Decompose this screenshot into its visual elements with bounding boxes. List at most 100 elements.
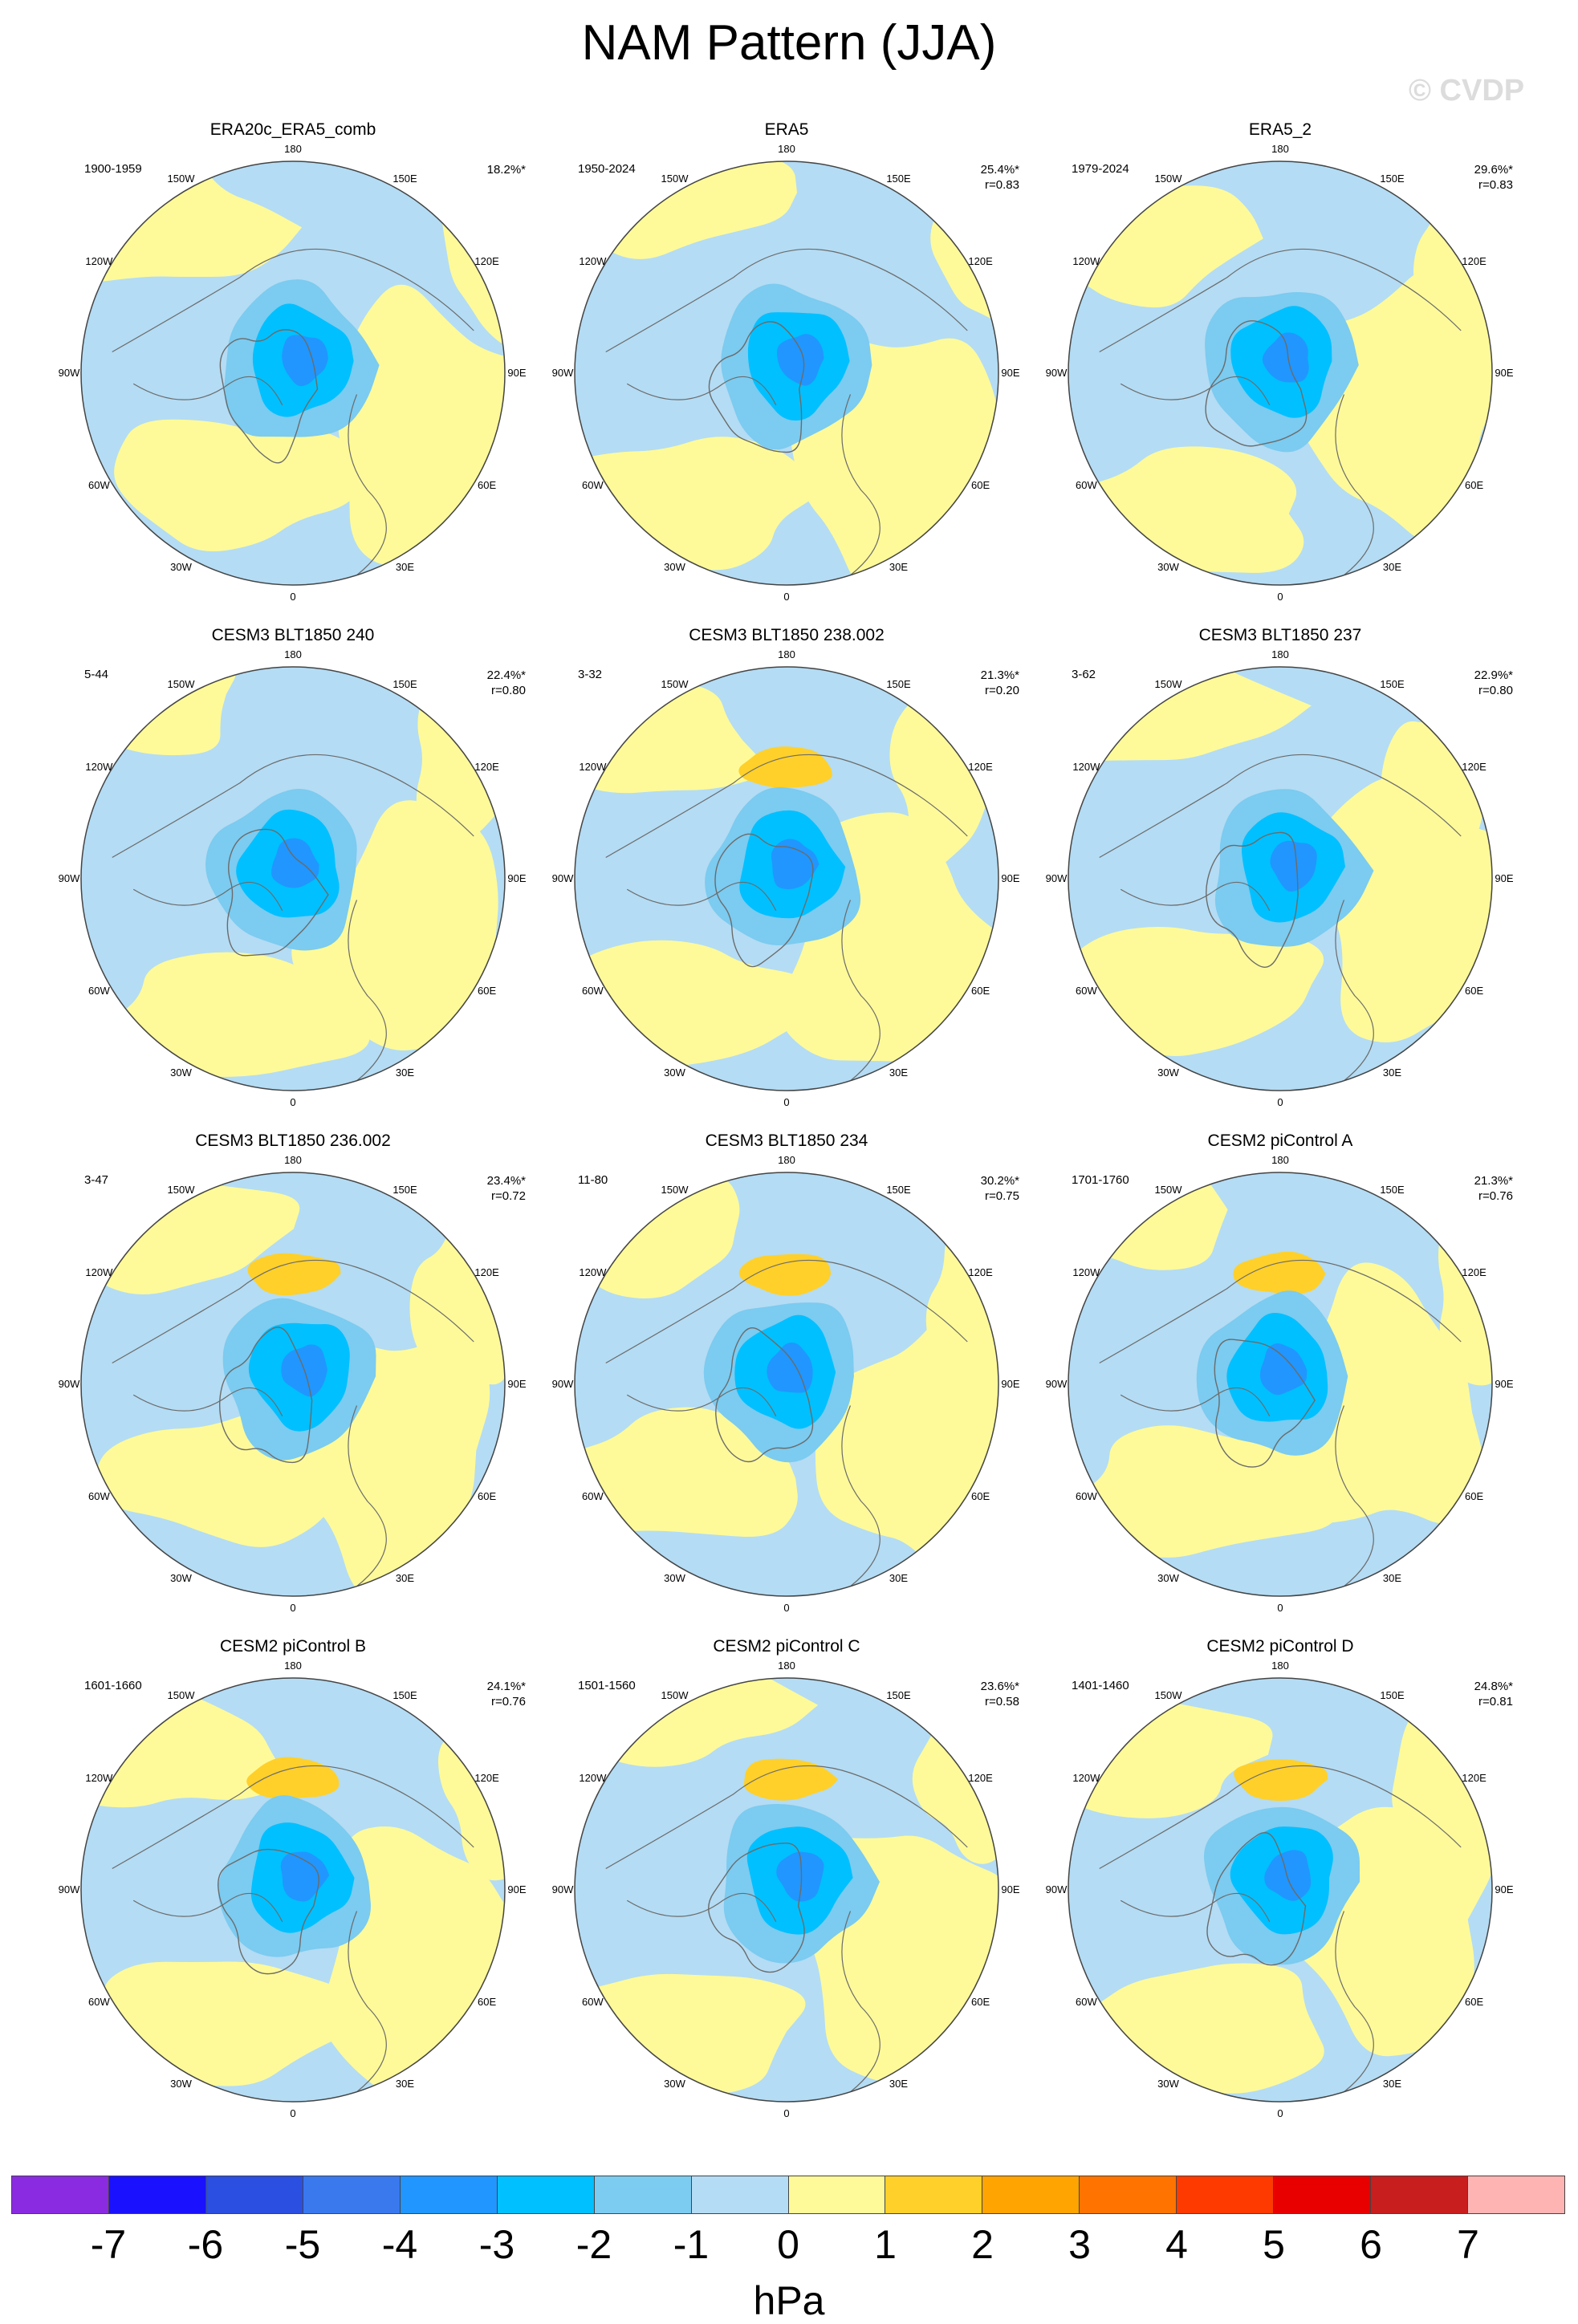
panel-title: CESM3 BLT1850 236.002	[195, 1132, 391, 1150]
longitude-label: 150E	[1380, 678, 1405, 691]
polar-map	[574, 160, 999, 586]
coastline	[605, 1259, 968, 1364]
longitude-label: 90W	[58, 1883, 80, 1895]
panel-explained-variance: 25.4%* r=0.83	[981, 162, 1019, 193]
longitude-label: 30W	[664, 2077, 685, 2090]
negative-anomaly-core	[776, 1851, 824, 1902]
panel-corr: r=0.80	[1478, 684, 1513, 697]
longitude-label: 90E	[507, 1883, 527, 1895]
longitude-label: 150W	[1154, 1689, 1182, 1702]
positive-anomaly-core	[1233, 1251, 1326, 1295]
colorbar-swatch	[400, 2176, 498, 2213]
longitude-label: 180	[1271, 1154, 1289, 1166]
map-border	[80, 666, 506, 1091]
panel-corr: r=0.76	[491, 1695, 526, 1708]
panel-explained-variance: 24.8%* r=0.81	[1474, 1679, 1513, 1709]
longitude-label: 30E	[1382, 560, 1402, 573]
greenland-coastline	[218, 1327, 313, 1464]
positive-anomaly-region	[337, 284, 505, 567]
longitude-label: 30W	[1157, 560, 1179, 573]
longitude-label: 30W	[1157, 2077, 1179, 2090]
greenland-coastline	[714, 833, 814, 968]
colorbar-tick-label: 6	[1360, 2222, 1382, 2267]
longitude-label: 0	[783, 1096, 790, 1108]
longitude-label: 30E	[395, 1571, 415, 1584]
longitude-label: 180	[778, 1660, 795, 1672]
positive-anomaly-region	[1068, 446, 1304, 573]
longitude-label: 120E	[1462, 1771, 1486, 1784]
longitude-label: 90W	[1045, 367, 1068, 379]
map-panel: CESM2 piControl C 1501-1560 23.6%* r=0.58 18…	[542, 1637, 1031, 2135]
panel-corr: r=0.75	[985, 1189, 1019, 1203]
panel-corr: r=0.83	[1478, 178, 1513, 192]
map-border	[80, 1677, 506, 2103]
positive-anomaly-core	[738, 1253, 832, 1296]
longitude-label: 90E	[507, 872, 527, 884]
map-border	[80, 1172, 506, 1597]
panel-period: 11-80	[578, 1173, 608, 1187]
longitude-label: 60W	[1076, 1995, 1097, 2008]
panel-period: 3-32	[578, 668, 603, 681]
coastline	[1099, 248, 1462, 353]
panel-explained-variance: 23.6%* r=0.58	[981, 1679, 1019, 1709]
panel-period: 1601-1660	[84, 1679, 142, 1692]
longitude-label: 90E	[1001, 367, 1020, 379]
longitude-label: 60W	[88, 1489, 110, 1502]
longitude-label: 30W	[664, 1571, 685, 1584]
longitude-label: 120W	[1072, 1771, 1100, 1784]
coastline	[112, 1765, 474, 1870]
coastline	[348, 1405, 387, 1587]
colorbar-tick-label: -5	[284, 2222, 321, 2267]
colorbar-swatch	[594, 2176, 692, 2213]
greenland-coastline	[715, 1327, 814, 1463]
longitude-label: 90W	[58, 367, 80, 379]
longitude-label: 150W	[661, 678, 689, 691]
longitude-label: 120E	[474, 1266, 499, 1278]
longitude-label: 30E	[395, 560, 415, 573]
longitude-label: 90E	[1001, 1378, 1020, 1390]
longitude-label: 180	[1271, 648, 1289, 660]
panel-title: CESM2 piControl A	[1207, 1132, 1353, 1150]
panel-title: ERA5_2	[1248, 120, 1312, 139]
colorbar-swatch	[885, 2176, 983, 2213]
longitude-label: 60E	[478, 1489, 497, 1502]
positive-anomaly-region	[1068, 927, 1324, 1056]
coastline	[112, 754, 474, 859]
panel-pct: 22.9%*	[1474, 668, 1513, 682]
panel-explained-variance: 22.4%* r=0.80	[487, 668, 526, 698]
map-panel: CESM3 BLT1850 237 3-62 22.9%* r=0.80 180 150E…	[1035, 626, 1525, 1123]
longitude-label: 180	[284, 648, 302, 660]
greenland-coastline	[1206, 831, 1299, 968]
longitude-label: 150E	[1380, 173, 1405, 185]
map-panel: ERA20c_ERA5_comb 1900-1959 18.2%* 180 150E 12…	[48, 120, 538, 618]
polar-map	[574, 1677, 999, 2103]
panel-corr: r=0.83	[985, 178, 1019, 192]
positive-anomaly-region	[100, 952, 370, 1077]
longitude-label: 30E	[889, 560, 909, 573]
longitude-label: 90W	[1045, 1378, 1068, 1390]
panel-explained-variance: 21.3%* r=0.20	[981, 668, 1019, 698]
panel-explained-variance: 30.2%* r=0.75	[981, 1173, 1019, 1204]
longitude-label: 30W	[664, 1066, 685, 1079]
longitude-label: 30W	[664, 560, 685, 573]
longitude-label: 150W	[661, 173, 689, 185]
map-panel: ERA5 1950-2024 25.4%* r=0.83 180 150E 120E 90E 6…	[542, 120, 1031, 618]
coastline	[1099, 754, 1462, 859]
coastline	[841, 1405, 881, 1587]
longitude-label: 0	[783, 2107, 790, 2119]
longitude-label: 60E	[1465, 478, 1484, 491]
map-panel: CESM2 piControl D 1401-1460 24.8%* r=0.81 18…	[1035, 1637, 1525, 2135]
longitude-label: 150E	[1380, 1184, 1405, 1197]
panel-period: 1900-1959	[84, 162, 142, 176]
positive-anomaly-core	[743, 1758, 839, 1801]
panel-period: 1701-1760	[1072, 1173, 1129, 1187]
greenland-coastline	[1206, 1832, 1307, 1966]
map-panel: CESM2 piControl B 1601-1660 24.1%* r=0.76 18…	[48, 1637, 538, 2135]
map-panel: CESM3 BLT1850 238.002 3-32 21.3%* r=0.20 180…	[542, 626, 1031, 1123]
longitude-label: 0	[1277, 1602, 1283, 1614]
coastline	[841, 1911, 881, 2093]
panel-pct: 25.4%*	[980, 163, 1019, 177]
negative-anomaly-core	[1262, 332, 1309, 383]
longitude-label: 150W	[167, 1689, 195, 1702]
map-border	[574, 1677, 999, 2103]
